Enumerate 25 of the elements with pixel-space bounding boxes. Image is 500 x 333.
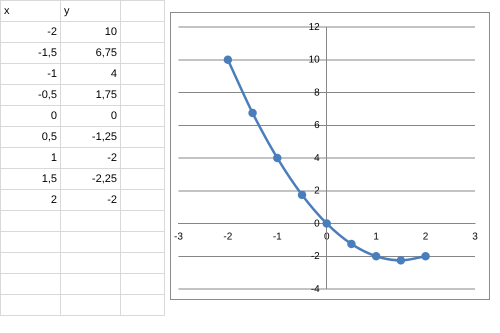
- y-tick-label: -4: [310, 284, 320, 295]
- point: [248, 108, 257, 118]
- y-tick-label: 2: [314, 186, 320, 196]
- y-tick-label: 8: [314, 87, 320, 98]
- point: [322, 219, 331, 228]
- y-tick-label: 6: [314, 120, 320, 131]
- y-tick-label: -2: [310, 251, 320, 262]
- y-tick-label: 4: [314, 152, 320, 164]
- y-tick-label: 0: [314, 218, 320, 230]
- x-tick-label: -2: [223, 231, 233, 242]
- point: [224, 56, 232, 64]
- x-tick-label: -1: [272, 231, 282, 242]
- point: [372, 252, 380, 260]
- point: [273, 154, 282, 162]
- x-tick-label: -3: [174, 231, 184, 242]
- point: [298, 190, 306, 200]
- spreadsheet-grid: x y -2 10 -1,5 6,75 -1 4 -0,5 1,75 0 0 0,5 -1,25 1 -2 1,5 -2,25 2 -2: [0, 0, 165, 316]
- point: [347, 240, 356, 248]
- y-tick-label: 12: [308, 22, 320, 33]
- x-tick-label: 1: [373, 231, 380, 242]
- y-tick-label: 10: [308, 54, 320, 66]
- point: [396, 256, 406, 265]
- x-tick-label: 2: [422, 231, 429, 242]
- x-tick-label: 3: [472, 231, 478, 242]
- point: [421, 252, 430, 260]
